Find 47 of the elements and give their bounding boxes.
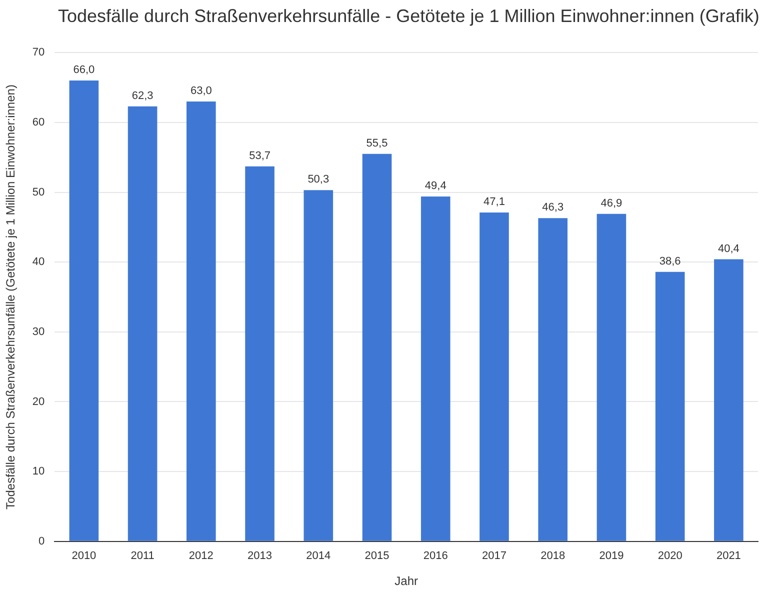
x-tick-label: 2013 [248, 550, 272, 562]
data-label: 66,0 [73, 64, 95, 76]
bar [304, 190, 334, 541]
data-label: 46,9 [600, 197, 622, 210]
x-tick-label: 2012 [188, 550, 214, 562]
bar [714, 259, 744, 541]
data-label: 47,1 [484, 196, 505, 208]
bar [362, 154, 392, 541]
data-label: 53,7 [249, 150, 270, 162]
x-tick-label: 2021 [716, 550, 741, 562]
y-tick-label: 70 [32, 46, 45, 59]
x-tick-label: 2018 [540, 550, 566, 562]
data-label: 55,5 [366, 137, 388, 150]
data-label: 63,0 [190, 85, 212, 98]
y-tick-label: 30 [32, 326, 45, 338]
bar [538, 218, 568, 541]
x-tick-label: 2010 [72, 550, 96, 562]
data-label: 40,4 [718, 242, 740, 255]
x-tick-label: 2020 [658, 550, 682, 562]
x-tick-label: 2011 [130, 550, 154, 562]
data-label: 49,4 [424, 180, 446, 192]
x-tick-label: 2015 [364, 550, 390, 562]
x-tick-label: 2016 [423, 550, 448, 562]
data-label: 46,3 [542, 202, 564, 214]
chart-title: Todesfälle durch Straßenverkehrsunfälle - Getötete je 1 Million Einwohner:innen (Grafik) [58, 6, 760, 27]
data-label: 50,3 [308, 174, 330, 186]
bar [69, 80, 99, 541]
y-tick-label: 60 [32, 116, 45, 128]
y-axis-title: Todesfälle durch Straßenverkehrsunfälle (Getötete je 1 Million Einwohner:innen) [4, 84, 18, 510]
bar [655, 272, 685, 541]
y-tick-label: 0 [38, 535, 45, 548]
bar [186, 101, 216, 541]
x-tick-label: 2014 [306, 550, 331, 562]
x-tick-label: 2017 [482, 550, 506, 562]
data-label: 62,3 [132, 90, 154, 102]
bar [128, 106, 158, 541]
y-tick-label: 50 [32, 186, 45, 198]
data-label: 38,6 [659, 255, 681, 268]
x-tick-label: 2019 [599, 550, 624, 562]
y-tick-label: 20 [32, 396, 45, 408]
bar [596, 214, 626, 541]
bar [420, 196, 450, 541]
y-tick-label: 10 [32, 466, 45, 478]
bar [480, 212, 509, 541]
y-tick-label: 40 [32, 256, 45, 268]
x-axis-title: Jahr [394, 574, 418, 588]
bar [245, 166, 274, 541]
